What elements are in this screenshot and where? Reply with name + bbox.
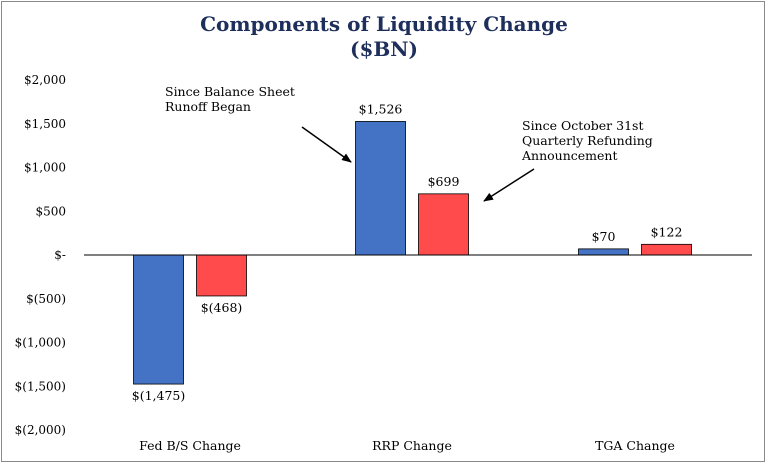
annotation-arrow — [301, 126, 352, 163]
x-category-label: TGA Change — [595, 438, 675, 453]
bar — [578, 248, 629, 256]
bar — [641, 243, 692, 256]
bar — [355, 121, 406, 256]
annotation-text: Since October 31st Quarterly Refunding Ann… — [521, 118, 653, 163]
y-tick-label: $(500) — [26, 292, 66, 306]
y-tick-label: $500 — [35, 204, 66, 218]
data-label: $1,526 — [359, 101, 403, 116]
data-label: $(468) — [201, 300, 243, 315]
bar — [418, 193, 469, 256]
y-tick-label: $2,000 — [24, 73, 66, 87]
annotation-text: Since Balance Sheet Runoff Began — [165, 84, 295, 114]
x-axis: Fed B/S Change RRP Change TGA Change — [139, 438, 675, 453]
data-label: $(1,475) — [132, 388, 186, 403]
bar — [196, 254, 247, 297]
chart-title: Components of Liquidity Change — [200, 12, 568, 36]
annotations: Since Balance Sheet Runoff Began Since Oct… — [165, 84, 653, 202]
data-label: $699 — [428, 174, 460, 189]
chart-subtitle: ($BN) — [350, 37, 418, 61]
y-tick-label: $(1,500) — [15, 379, 66, 393]
y-axis: $2,000 $1,500 $1,000 $500 $- $(500) $(1,000) $(… — [15, 73, 66, 437]
y-tick-label: $(2,000) — [15, 423, 66, 437]
data-label: $70 — [592, 229, 616, 244]
y-tick-label: $1,000 — [24, 161, 66, 175]
x-category-label: RRP Change — [372, 438, 452, 453]
y-tick-label: $(1,000) — [15, 336, 66, 350]
y-tick-label: $1,500 — [24, 117, 66, 131]
x-category-label: Fed B/S Change — [139, 438, 241, 453]
annotation-arrow — [483, 168, 535, 202]
y-tick-label: $- — [54, 248, 66, 262]
bars — [133, 121, 692, 385]
data-label: $122 — [651, 224, 683, 239]
bar — [133, 254, 184, 385]
data-labels: $(1,475) $(468) $1,526 $699 $70 $122 — [132, 101, 683, 403]
